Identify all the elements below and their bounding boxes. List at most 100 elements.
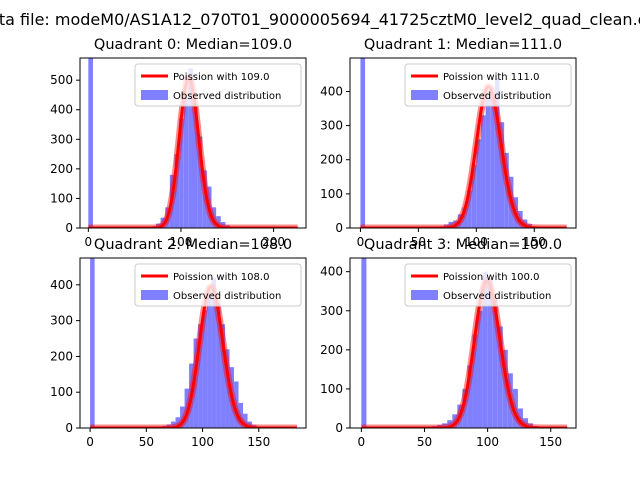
histogram-bar	[502, 349, 508, 428]
histogram-bar	[360, 58, 366, 228]
histogram-bar	[512, 388, 518, 428]
legend-label: Poission with 100.0	[443, 272, 539, 283]
histogram-bar	[171, 421, 176, 428]
histogram-bar	[180, 406, 185, 428]
y-tick-label: 0	[335, 221, 343, 235]
histogram-bar	[467, 190, 472, 228]
histogram-bar	[188, 68, 193, 228]
legend: Poission with 111.0 Observed distribution	[404, 63, 572, 107]
legend: Poission with 109.0 Observed distribution	[134, 63, 302, 107]
histogram-bar	[492, 299, 498, 428]
histogram-bar	[472, 334, 478, 428]
histogram-bar	[522, 418, 529, 428]
y-tick-label: 100	[50, 191, 73, 205]
x-tick-label: 50	[417, 435, 432, 449]
x-tick-label: 150	[523, 235, 546, 249]
y-tick-label: 200	[320, 153, 343, 167]
panel-title: Quadrant 1: Median=111.0	[364, 37, 562, 53]
histogram-bar	[361, 258, 367, 428]
quadrant-panel-1: 0 50 100 150 0 100 200 300 400 Poission with 111.…	[320, 37, 577, 249]
axes-frame	[349, 57, 577, 229]
y-tick-label: 300	[320, 119, 343, 133]
histogram-bar	[207, 295, 212, 428]
histogram-bar	[90, 258, 95, 428]
y-tick-label: 400	[50, 278, 73, 292]
histogram-bar	[442, 423, 448, 428]
legend-box	[404, 263, 572, 307]
x-tick-label: 0	[85, 235, 93, 249]
histogram-bar	[174, 154, 180, 228]
x-tick-label: 50	[139, 435, 154, 449]
histogram-bar	[193, 338, 199, 428]
legend-patch-swatch	[141, 90, 168, 100]
histogram-bar	[193, 103, 198, 228]
histogram-bar	[183, 97, 189, 228]
histogram-bar	[471, 164, 477, 228]
histogram-bar	[467, 365, 473, 428]
x-tick-label: 150	[539, 435, 562, 449]
y-tick-label: 0	[335, 421, 343, 435]
y-tick-label: 200	[320, 343, 343, 357]
histogram-bar	[175, 417, 181, 428]
histogram-bar	[462, 388, 468, 428]
legend-label: Observed distribution	[443, 291, 551, 302]
panel-title: Quadrant 2: Median=108.0	[94, 237, 292, 253]
quadrant-panel-3: 0 50 100 150 0 100 200 300 400 Poission with 100.…	[320, 237, 577, 449]
histogram-bar	[234, 381, 239, 428]
histogram-bar	[198, 324, 203, 428]
histogram-bar	[225, 349, 230, 428]
x-tick-label: 0	[358, 435, 366, 449]
histogram-bar	[497, 326, 503, 428]
legend: Poission with 108.0 Observed distribution	[134, 263, 302, 307]
panel-title: Quadrant 3: Median=100.0	[364, 237, 562, 253]
legend-label: Observed distribution	[173, 91, 281, 102]
histogram-bar	[482, 271, 488, 428]
histogram-bar	[517, 408, 523, 428]
y-tick-label: 100	[320, 382, 343, 396]
histogram-bar	[518, 210, 523, 228]
histogram-bar	[522, 219, 528, 228]
quadrant-panel-0: 0 100 200 0 100 200 300 400 500 Poission with 109…	[50, 37, 307, 249]
x-tick-label: 0	[86, 435, 94, 449]
y-tick-label: 400	[320, 265, 343, 279]
histogram-bar	[485, 94, 491, 228]
histogram-bar	[247, 421, 253, 428]
legend: Poission with 100.0 Observed distribution	[404, 263, 572, 307]
x-tick-label: 100	[170, 235, 193, 249]
histogram-bar	[179, 118, 184, 228]
histogram-bar	[443, 224, 449, 228]
histogram-bar	[437, 424, 443, 428]
y-tick-label: 200	[50, 162, 73, 176]
x-tick-label: 50	[411, 235, 426, 249]
y-tick-label: 100	[320, 187, 343, 201]
legend-box	[134, 263, 302, 307]
histogram-bar	[202, 170, 207, 228]
x-tick-label: 0	[357, 235, 365, 249]
histogram-bar	[477, 310, 483, 428]
histogram-bar	[447, 420, 453, 428]
legend-label: Observed distribution	[173, 291, 281, 302]
y-tick-label: 200	[50, 349, 73, 363]
histogram-bar	[160, 217, 166, 228]
histogram-bar	[220, 222, 226, 228]
legend-patch-swatch	[411, 90, 438, 100]
quadrant-panel-2: 0 50 100 150 0 100 200 300 400 Poission with 108.…	[50, 237, 307, 449]
histogram-bar	[452, 414, 458, 428]
x-tick-label: 100	[476, 435, 499, 449]
axes-frame	[79, 257, 307, 429]
legend-box	[404, 63, 572, 107]
legend-patch-swatch	[141, 290, 168, 300]
histogram-bar	[184, 388, 190, 428]
y-tick-label: 300	[320, 304, 343, 318]
histogram-bar	[462, 207, 468, 228]
histogram-bar	[155, 223, 161, 228]
histogram-bar	[487, 279, 493, 428]
legend-label: Poission with 108.0	[173, 272, 269, 283]
histogram-bar	[448, 221, 454, 228]
legend-label: Poission with 111.0	[443, 72, 539, 83]
x-tick-label: 100	[191, 435, 214, 449]
histogram-bar	[211, 277, 217, 428]
y-tick-label: 500	[50, 73, 73, 87]
legend-patch-swatch	[411, 290, 438, 300]
